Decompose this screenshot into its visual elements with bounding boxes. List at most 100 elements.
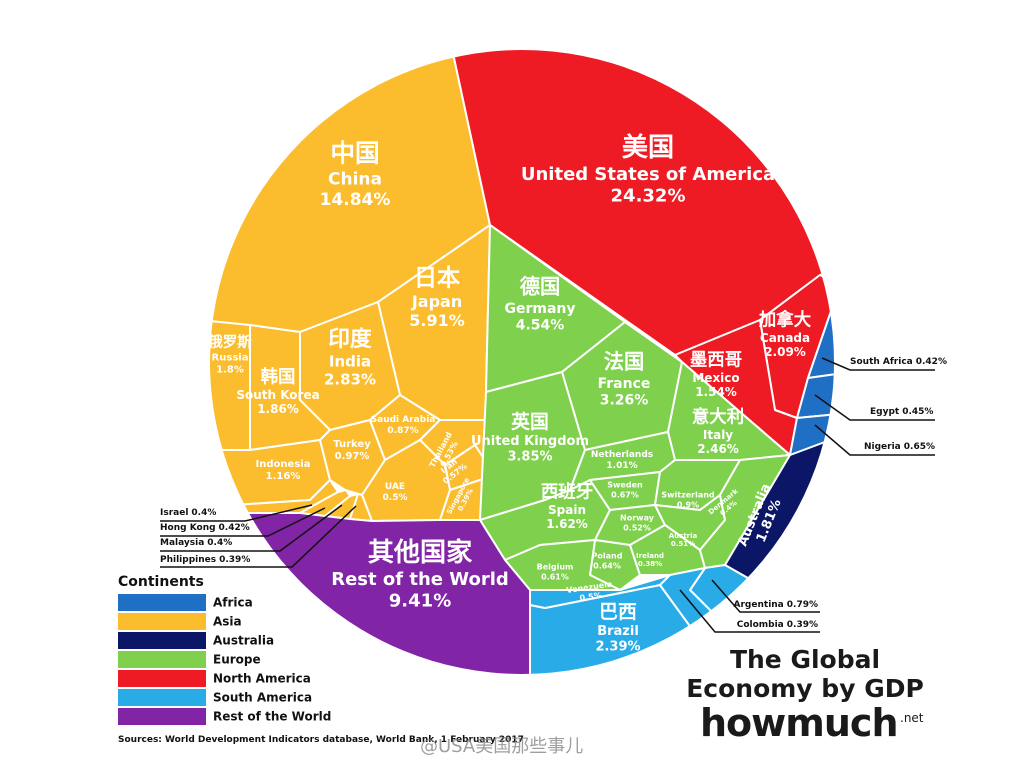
cell-text: 2.09% <box>764 345 806 359</box>
legend-swatch <box>118 689 206 706</box>
cell-text: 14.84% <box>320 190 391 210</box>
outside-label: Argentina 0.79% <box>734 600 818 610</box>
cell-text: Rest of the World <box>331 569 509 590</box>
cell-text: Germany <box>504 301 575 317</box>
legend-swatch <box>118 613 206 630</box>
cell <box>796 367 834 419</box>
legend-label: Europe <box>213 653 261 667</box>
outside-label: Egypt 0.45% <box>870 407 933 417</box>
cell-text: 墨西哥 <box>690 351 742 371</box>
outside-value: 0.4% <box>191 508 216 518</box>
cell-text: 意大利 <box>692 407 744 428</box>
outside-value: 0.79% <box>787 600 818 610</box>
cell-text: 1.86% <box>257 402 299 416</box>
cell-text: 0.38% <box>638 560 662 568</box>
cell-text: 日本 <box>414 264 461 291</box>
legend-label: Africa <box>213 596 253 610</box>
cell-text: Poland <box>592 552 623 561</box>
legend-swatch <box>118 651 206 668</box>
cell-text: 印度 <box>328 326 372 352</box>
legend-label: Asia <box>213 615 242 629</box>
cell-text: 24.32% <box>611 185 686 206</box>
cell-text: Japan <box>411 292 462 311</box>
cell-text: Turkey <box>333 439 371 450</box>
cell-text: 法国 <box>604 350 645 374</box>
cell-text: 1.54% <box>695 385 737 399</box>
outside-label: Nigeria 0.65% <box>864 442 935 452</box>
leader-line <box>160 505 357 568</box>
outside-value: 0.42% <box>219 523 250 533</box>
outside-name: Malaysia <box>160 538 204 548</box>
cell-text: Saudi Arabia <box>371 415 436 425</box>
cell-text: Netherlands <box>591 450 653 460</box>
watermark: @USA美国那些事儿 <box>420 736 583 757</box>
outside-label: South Africa 0.42% <box>850 357 947 367</box>
leader-line <box>711 579 820 613</box>
cell-text: 3.26% <box>600 393 649 409</box>
legend-label: North America <box>213 672 311 686</box>
leader-line <box>160 504 343 552</box>
brand-suffix: .net <box>900 711 924 725</box>
outside-label: Israel 0.4% <box>160 508 216 518</box>
leader-line <box>160 507 326 537</box>
outside-value: 0.65% <box>904 442 935 452</box>
cell-text: 西班牙 <box>541 483 593 503</box>
cell-text: 0.9% <box>677 500 699 509</box>
cell-text: France <box>598 376 651 392</box>
cell-text: Norway <box>620 514 655 523</box>
title: Economy by GDP <box>686 674 924 703</box>
cell <box>210 439 331 509</box>
cell-text: 其他国家 <box>368 537 473 568</box>
cell-text: 0.5% <box>383 493 408 503</box>
outside-value: 0.39% <box>787 620 818 630</box>
cell-text: 1.8% <box>216 365 244 376</box>
legend-swatch <box>118 670 206 687</box>
cell-text: 0.87% <box>387 426 418 436</box>
cell <box>807 284 834 379</box>
cell-text: Ireland <box>636 552 664 560</box>
brand: howmuch <box>700 701 898 745</box>
cell-text: United Kingdom <box>471 434 589 449</box>
cell-text: Belgium <box>537 563 574 572</box>
leader-line <box>160 504 313 522</box>
cell-text: India <box>329 353 371 371</box>
outside-name: Philippines <box>160 555 216 565</box>
cell-text: 中国 <box>330 139 379 168</box>
outside-name: Colombia <box>737 620 784 630</box>
cell-text: 韩国 <box>261 367 296 388</box>
leader-line <box>679 589 820 633</box>
outside-value: 0.42% <box>916 357 947 367</box>
leader-line <box>821 357 935 371</box>
cell-text: Indonesia <box>256 459 311 470</box>
leader-line <box>814 424 935 456</box>
cell-text: Switzerland <box>661 491 715 500</box>
legend-swatch <box>118 594 206 611</box>
cell <box>789 409 834 471</box>
cell-text: Canada <box>760 331 810 345</box>
cell-text: 0.97% <box>335 451 370 462</box>
outside-name: Hong Kong <box>160 523 216 533</box>
cell-text: 5.91% <box>409 311 465 330</box>
cell-text: 0.61% <box>541 572 569 581</box>
cell-text: 英国 <box>511 410 549 433</box>
cell-text: Italy <box>703 428 733 442</box>
outside-name: Nigeria <box>864 442 901 452</box>
cell-text: 9.41% <box>389 590 451 611</box>
outside-name: Israel <box>160 508 188 518</box>
